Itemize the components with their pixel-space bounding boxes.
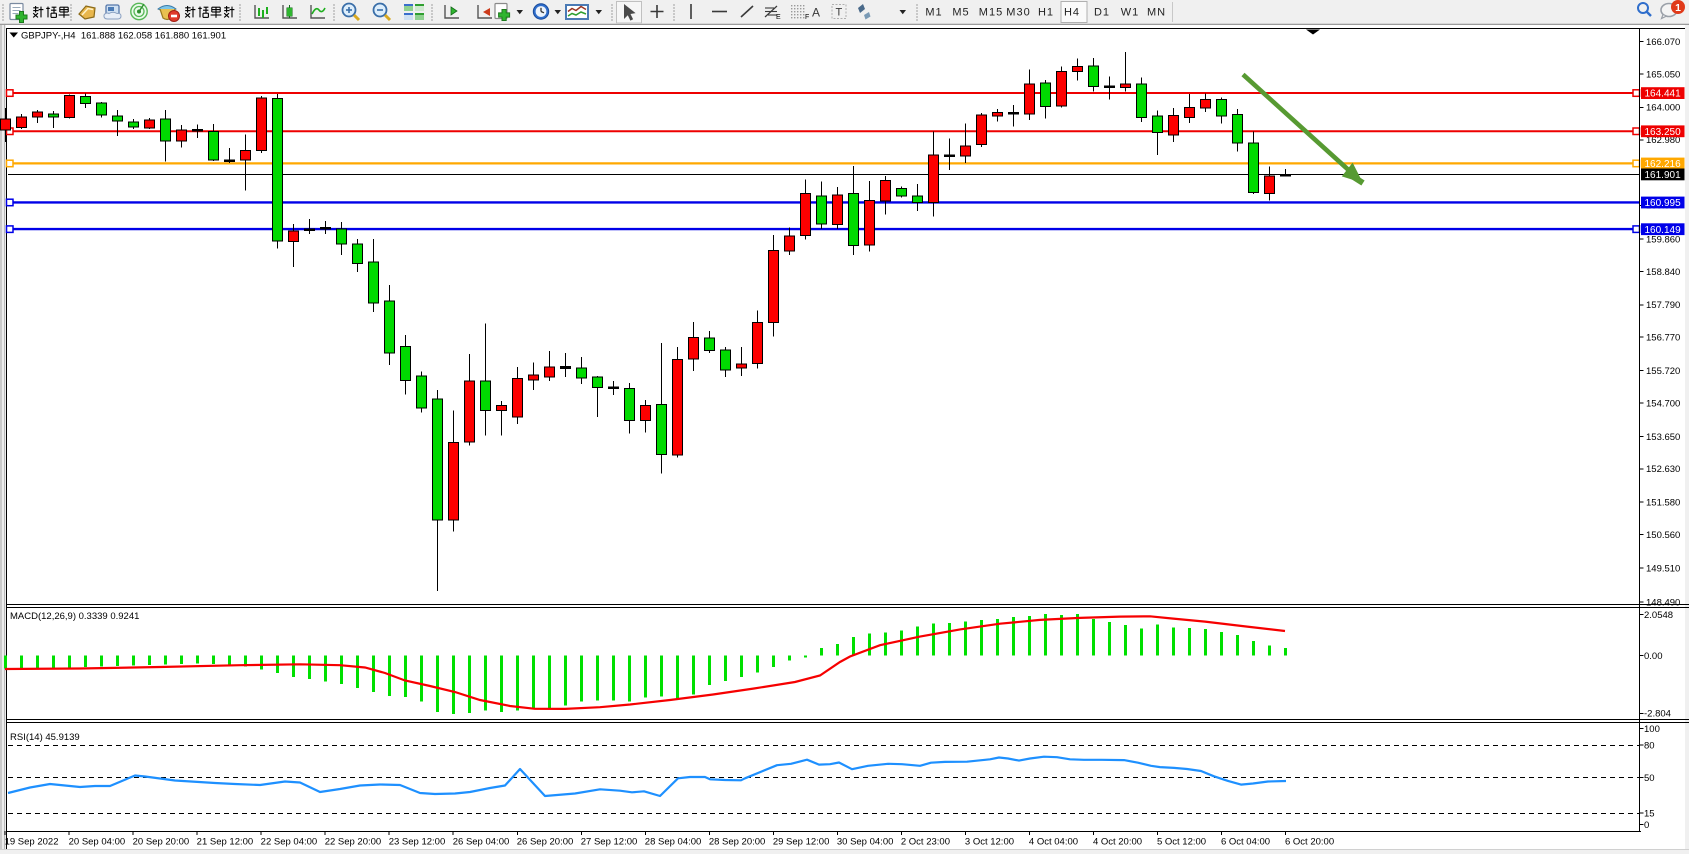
svg-text:22 Sep 04:00: 22 Sep 04:00 [261, 837, 318, 848]
svg-text:163.250: 163.250 [1645, 127, 1682, 138]
svg-text:T: T [836, 7, 843, 19]
svg-text:156.770: 156.770 [1646, 333, 1680, 344]
svg-text:23 Sep 12:00: 23 Sep 12:00 [389, 837, 446, 848]
svg-text:H4: H4 [1064, 7, 1080, 19]
svg-text:5 Oct 12:00: 5 Oct 12:00 [1157, 837, 1206, 848]
svg-text:4 Oct 20:00: 4 Oct 20:00 [1093, 837, 1142, 848]
svg-text:152.630: 152.630 [1646, 464, 1680, 475]
svg-text:160.995: 160.995 [1645, 198, 1682, 209]
svg-text:148.490: 148.490 [1646, 597, 1680, 608]
svg-text:MACD(12,26,9) 0.3339 0.9241: MACD(12,26,9) 0.3339 0.9241 [10, 611, 139, 622]
svg-text:M15: M15 [979, 7, 1003, 19]
svg-text:158.840: 158.840 [1646, 267, 1680, 278]
svg-text:29 Sep 12:00: 29 Sep 12:00 [773, 837, 830, 848]
svg-text:165.050: 165.050 [1646, 69, 1680, 80]
svg-text:6 Oct 04:00: 6 Oct 04:00 [1221, 837, 1270, 848]
svg-text:22 Sep 20:00: 22 Sep 20:00 [325, 837, 382, 848]
svg-text:151.580: 151.580 [1646, 498, 1680, 509]
svg-text:150.560: 150.560 [1646, 530, 1680, 541]
svg-text:1: 1 [1675, 2, 1681, 14]
svg-text:153.650: 153.650 [1646, 432, 1680, 443]
svg-text:28 Sep 04:00: 28 Sep 04:00 [645, 837, 702, 848]
svg-text:6 Oct 20:00: 6 Oct 20:00 [1285, 837, 1334, 848]
svg-text:161.901: 161.901 [1645, 170, 1682, 181]
svg-text:21 Sep 12:00: 21 Sep 12:00 [197, 837, 254, 848]
svg-text:F: F [805, 14, 809, 21]
svg-text:20 Sep 04:00: 20 Sep 04:00 [69, 837, 126, 848]
svg-text:0: 0 [1644, 820, 1649, 831]
svg-text:20 Sep 20:00: 20 Sep 20:00 [133, 837, 190, 848]
svg-text:159.860: 159.860 [1646, 234, 1680, 245]
svg-text:M1: M1 [925, 7, 942, 19]
svg-text:50: 50 [1644, 773, 1655, 784]
svg-text:155.720: 155.720 [1646, 366, 1680, 377]
svg-text:166.070: 166.070 [1646, 37, 1680, 48]
svg-text:164.000: 164.000 [1646, 103, 1680, 114]
svg-text:26 Sep 04:00: 26 Sep 04:00 [453, 837, 510, 848]
svg-text:154.700: 154.700 [1646, 398, 1680, 409]
svg-text:4 Oct 04:00: 4 Oct 04:00 [1029, 837, 1078, 848]
svg-text:2 Oct 23:00: 2 Oct 23:00 [901, 837, 950, 848]
svg-text:27 Sep 12:00: 27 Sep 12:00 [581, 837, 638, 848]
svg-text:15: 15 [1644, 808, 1655, 819]
svg-text:M30: M30 [1006, 7, 1030, 19]
svg-text:3 Oct 12:00: 3 Oct 12:00 [965, 837, 1014, 848]
svg-text:162.980: 162.980 [1646, 135, 1680, 146]
svg-text:160.149: 160.149 [1645, 225, 1682, 236]
svg-text:80: 80 [1644, 740, 1655, 751]
svg-text:D1: D1 [1094, 7, 1110, 19]
svg-text:164.441: 164.441 [1645, 89, 1682, 100]
svg-text:26 Sep 20:00: 26 Sep 20:00 [517, 837, 574, 848]
svg-text:H1: H1 [1038, 7, 1054, 19]
svg-text:E: E [776, 14, 781, 21]
svg-text:A: A [812, 6, 820, 20]
svg-text:MN: MN [1147, 7, 1166, 19]
svg-text:RSI(14) 45.9139: RSI(14) 45.9139 [10, 732, 80, 743]
svg-text:M5: M5 [952, 7, 969, 19]
svg-text:28 Sep 20:00: 28 Sep 20:00 [709, 837, 766, 848]
svg-text:30 Sep 04:00: 30 Sep 04:00 [837, 837, 894, 848]
svg-text:19 Sep 2022: 19 Sep 2022 [5, 837, 59, 848]
svg-text:W1: W1 [1121, 7, 1140, 19]
svg-text:GBPJPY-,H4 161.888 162.058 16: GBPJPY-,H4 161.888 162.058 161.880 161.9… [21, 31, 226, 42]
svg-text:2.0548: 2.0548 [1644, 610, 1673, 621]
svg-text:157.790: 157.790 [1646, 300, 1680, 311]
svg-text:149.510: 149.510 [1646, 563, 1680, 574]
svg-text:100: 100 [1644, 724, 1660, 735]
svg-text:0.00: 0.00 [1644, 651, 1663, 662]
svg-text:162.216: 162.216 [1645, 159, 1682, 170]
svg-text:-2.804: -2.804 [1644, 709, 1671, 720]
